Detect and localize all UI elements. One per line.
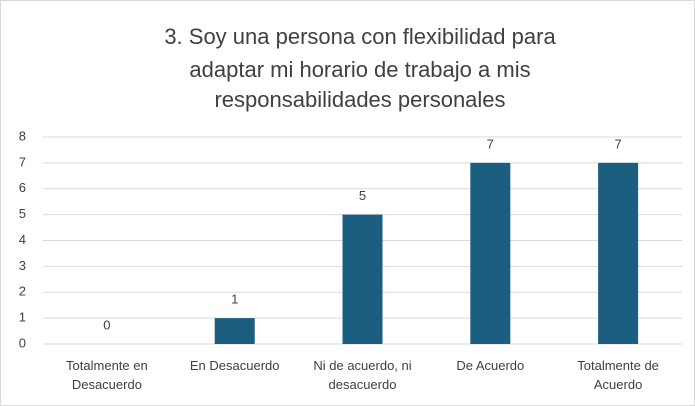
data-label: 1: [231, 292, 238, 307]
data-label: 5: [359, 188, 366, 203]
y-tick-label: 6: [19, 180, 26, 195]
y-tick-label: 1: [19, 310, 26, 325]
x-tick-label: En Desacuerdo: [189, 358, 280, 373]
data-label: 7: [487, 136, 494, 151]
x-tick-label: De Acuerdo: [456, 358, 525, 373]
data-label: 7: [614, 136, 621, 151]
y-tick-label: 5: [19, 206, 26, 221]
chart-title: 3. Soy una persona con flexibilidad para: [164, 24, 556, 49]
bar: [214, 318, 255, 344]
bar: [342, 214, 383, 344]
y-tick-label: 0: [19, 335, 26, 350]
chart-title: responsabilidades personales: [214, 87, 505, 112]
data-label: 0: [103, 317, 110, 332]
x-tick-label: Totalmente en Desacuerdo: [66, 358, 148, 392]
x-tick-label: Totalmente de Acuerdo: [577, 358, 659, 392]
y-tick-label: 3: [19, 258, 26, 273]
chart-title: adaptar mi horario de trabajo a mis: [189, 57, 530, 82]
y-tick-label: 4: [19, 232, 26, 247]
bar: [470, 162, 511, 344]
y-tick-label: 7: [19, 154, 26, 169]
y-tick-label: 2: [19, 284, 26, 299]
bar: [598, 162, 639, 344]
y-tick-label: 8: [19, 128, 26, 143]
x-tick-label: Ni de acuerdo, ni desacuerdo: [313, 358, 412, 392]
